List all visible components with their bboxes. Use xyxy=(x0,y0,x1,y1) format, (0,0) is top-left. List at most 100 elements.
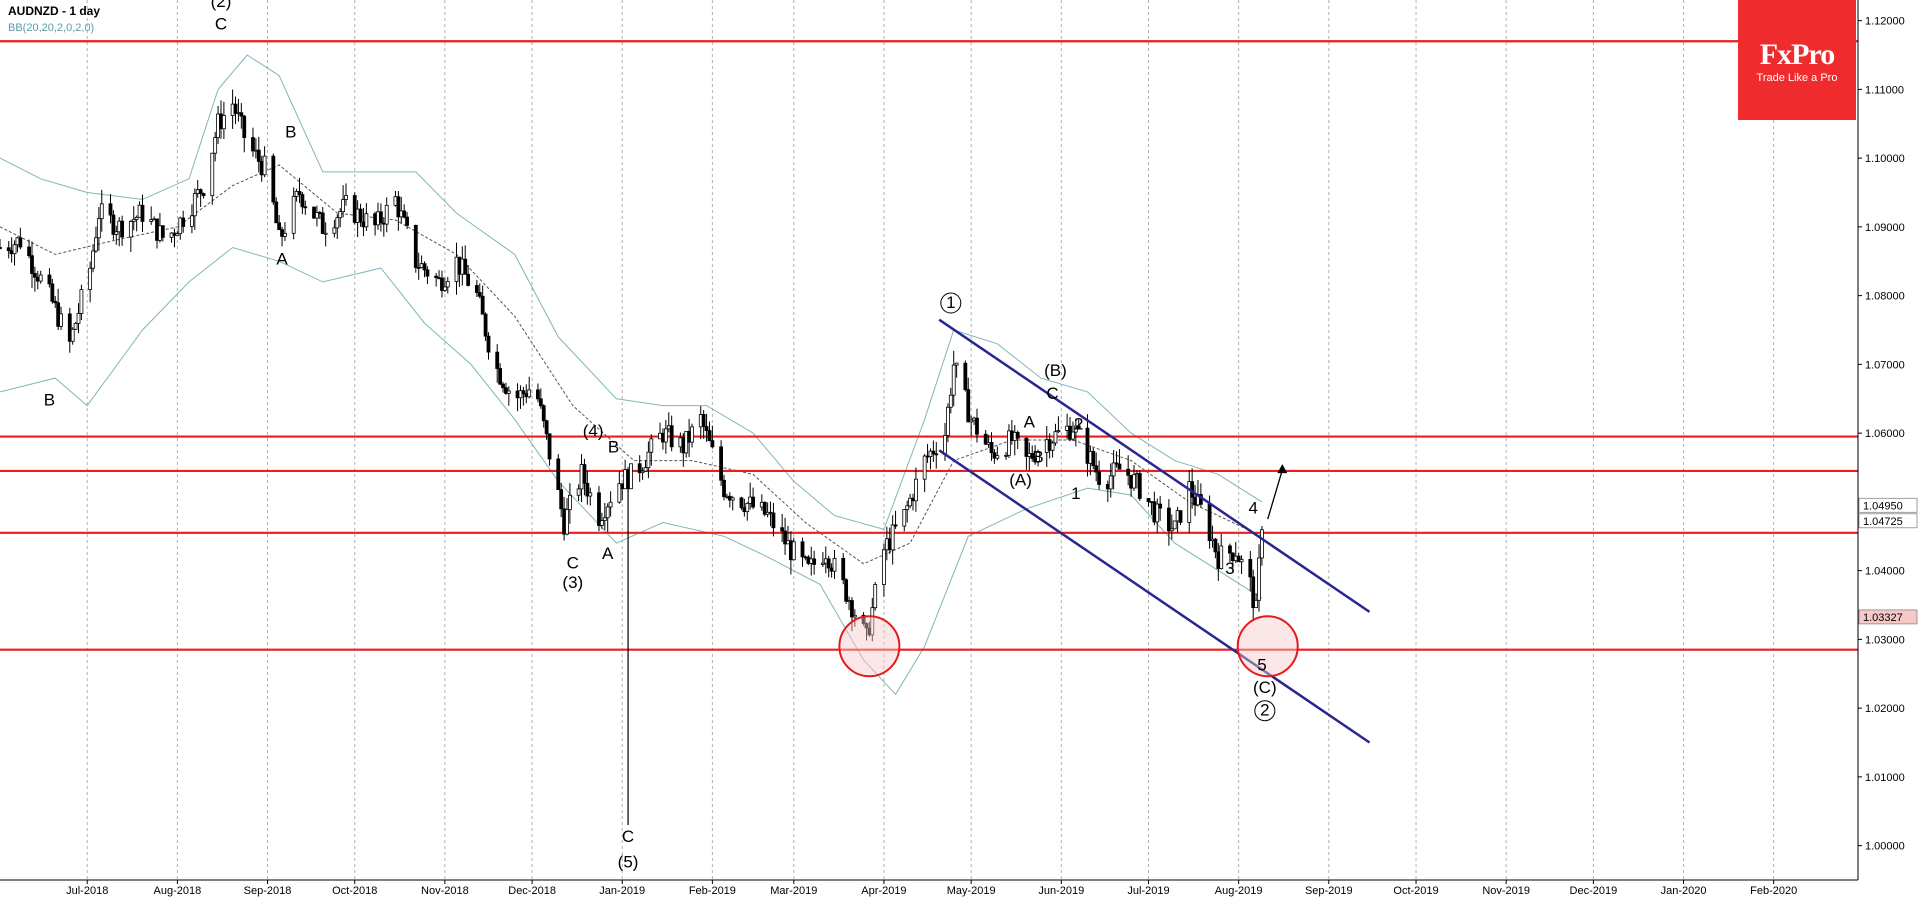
price-candle xyxy=(518,390,523,399)
price-candle xyxy=(588,492,593,497)
price-candle xyxy=(1053,431,1058,444)
x-tick-label: May-2019 xyxy=(947,885,996,897)
forecast-arrow-line xyxy=(1267,469,1283,520)
price-candle xyxy=(59,313,63,327)
price-candle xyxy=(175,233,180,236)
price-candle xyxy=(291,196,296,234)
price-candle xyxy=(730,497,735,501)
price-candle xyxy=(1126,468,1131,476)
price-candle xyxy=(416,267,421,269)
price-candle xyxy=(640,470,645,474)
price-candle xyxy=(323,232,328,235)
price-candle xyxy=(905,505,910,510)
price-candle xyxy=(504,387,508,394)
price-candle xyxy=(1071,431,1075,440)
price-candle xyxy=(300,194,305,208)
price-candle xyxy=(605,506,610,519)
price-candle xyxy=(480,295,485,315)
price-candle xyxy=(812,558,817,565)
price-candle xyxy=(707,430,712,442)
x-tick-label: Dec-2018 xyxy=(508,885,556,897)
price-candle xyxy=(1172,520,1177,530)
y-tick-label: 1.09000 xyxy=(1865,222,1905,234)
price-candle xyxy=(989,442,994,454)
price-candle xyxy=(1251,576,1256,609)
price-candle xyxy=(521,390,526,395)
price-candle xyxy=(602,517,607,521)
price-candle xyxy=(495,351,500,369)
price-candle xyxy=(18,237,23,248)
brand-tagline: Trade Like a Pro xyxy=(1756,72,1838,84)
wave-label: 2 xyxy=(1074,415,1083,434)
price-candle xyxy=(597,492,601,526)
price-candle xyxy=(486,335,491,353)
price-candle xyxy=(1187,481,1192,523)
price-candle xyxy=(983,433,988,445)
price-candle xyxy=(704,426,709,431)
price-candle xyxy=(506,390,511,394)
price-candle xyxy=(320,212,325,234)
price-candle xyxy=(190,215,194,227)
price-candle xyxy=(1155,503,1160,523)
price-candle xyxy=(73,322,78,330)
price-candle xyxy=(1073,425,1078,433)
x-tick-label: Jul-2018 xyxy=(66,885,108,897)
x-tick-label: Oct-2018 xyxy=(332,885,377,897)
price-tag-label: 1.04725 xyxy=(1863,516,1903,528)
price-candle xyxy=(1108,475,1113,490)
price-candle xyxy=(297,191,302,195)
price-candle xyxy=(96,218,101,239)
price-candle xyxy=(599,520,604,526)
price-candle xyxy=(198,189,203,194)
wave-label: C xyxy=(215,15,227,34)
y-tick-label: 1.01000 xyxy=(1865,772,1905,784)
y-tick-label: 1.07000 xyxy=(1865,359,1905,371)
price-candle xyxy=(745,502,750,513)
price-candle xyxy=(1248,559,1253,578)
bollinger-middle xyxy=(0,164,1263,565)
price-candle xyxy=(251,137,255,152)
price-candle xyxy=(922,455,927,480)
price-candle xyxy=(931,450,936,455)
wave-label: A xyxy=(1024,413,1036,432)
wave-label: (A) xyxy=(1009,470,1032,489)
x-tick-label: Aug-2018 xyxy=(154,885,202,897)
x-tick-label: Jan-2020 xyxy=(1661,885,1707,897)
x-tick-label: Nov-2018 xyxy=(421,885,469,897)
price-candle xyxy=(934,453,939,456)
wave-label-ring xyxy=(1254,700,1276,722)
price-candle xyxy=(547,433,552,460)
price-candle xyxy=(1166,507,1171,532)
price-candle xyxy=(134,216,139,220)
price-candle xyxy=(864,623,869,629)
x-tick-label: Oct-2019 xyxy=(1393,885,1438,897)
price-candle xyxy=(405,216,409,226)
price-candle xyxy=(1228,545,1232,554)
price-candle xyxy=(396,196,401,218)
wave-label: 4 xyxy=(1248,499,1257,518)
wave-label: C xyxy=(567,554,579,573)
price-candle xyxy=(852,614,857,618)
price-candle xyxy=(111,214,116,235)
price-candle xyxy=(463,258,468,275)
price-candle xyxy=(541,405,546,422)
price-candle xyxy=(649,438,654,453)
price-candle xyxy=(1158,503,1163,509)
price-candle xyxy=(544,420,549,435)
y-tick-label: 1.11000 xyxy=(1865,84,1904,96)
price-candle xyxy=(690,426,694,443)
price-candle xyxy=(27,246,31,257)
price-candle xyxy=(1146,498,1151,503)
price-candle xyxy=(963,362,968,391)
price-tag-label: 1.04950 xyxy=(1863,500,1903,512)
price-candle xyxy=(50,283,55,302)
price-candle xyxy=(975,417,979,435)
price-candle xyxy=(1114,462,1119,465)
price-candle xyxy=(213,137,218,154)
brand-name: FxPro xyxy=(1759,38,1835,71)
price-candle xyxy=(565,509,569,535)
price-candle xyxy=(643,467,648,472)
price-candle xyxy=(364,213,369,228)
price-candle xyxy=(221,115,226,130)
